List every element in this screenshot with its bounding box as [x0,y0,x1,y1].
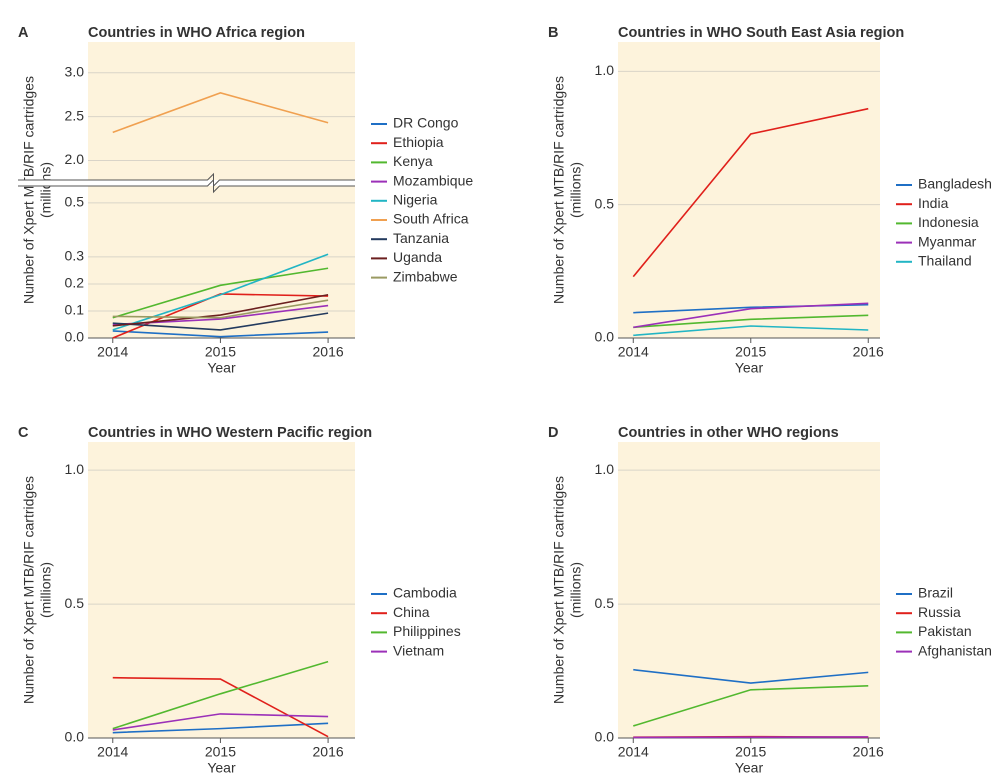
y-axis-label: Number of Xpert MTB/RIF cartridges [551,476,567,704]
panel-label: B [548,25,558,41]
series-line [633,325,869,337]
x-axis-label: Year [735,760,764,776]
y-tick-label: 1.0 [65,461,85,477]
y-tick-label: 0.5 [65,595,85,611]
x-tick-label: 2014 [97,344,128,360]
x-tick-label: 2016 [853,344,884,360]
series-line [112,253,329,331]
panel-label: A [18,25,29,41]
x-tick-label: 2015 [205,344,236,360]
legend-label: Myanmar [918,233,977,249]
legend-label: Kenya [393,153,433,169]
series-line [632,107,869,278]
legend-label: Ethiopia [393,134,444,150]
y-axis-label: (millions) [568,162,584,218]
y-tick-label: 0.0 [595,329,615,345]
x-tick-label: 2016 [313,744,344,760]
y-tick-label: 1.0 [595,62,615,78]
series-line [633,684,869,727]
plot-background [88,442,355,738]
series-line [112,92,329,134]
y-tick-label: 0.1 [65,302,85,318]
x-tick-label: 2014 [97,744,128,760]
series-line [112,330,329,338]
legend-label: Afghanistan [918,642,992,658]
series-line [112,722,329,734]
series-line [112,660,329,730]
panel-label: D [548,425,558,441]
series-line [633,314,869,329]
x-tick-label: 2015 [205,744,236,760]
series-line [633,302,869,329]
legend-label: Brazil [918,585,953,601]
legend-label: Nigeria [393,192,438,208]
y-axis-label: Number of Xpert MTB/RIF cartridges [551,76,567,304]
axis-break-gap [18,180,355,186]
legend-label: Zimbabwe [393,268,458,284]
y-tick-label: 0.0 [65,329,85,345]
chart-title: Countries in WHO Africa region [88,25,305,41]
legend-label: Uganda [393,249,442,265]
legend-label: DR Congo [393,115,459,131]
legend-label: India [918,195,949,211]
y-tick-label: 0.5 [595,195,615,211]
legend-label: Bangladesh [918,176,992,192]
y-tick-label: 0.3 [65,248,85,264]
series-line [112,312,329,331]
x-axis-label: Year [207,360,236,376]
plot-background [618,442,880,738]
legend-label: Indonesia [918,214,979,230]
series-line [112,267,329,319]
chart-title: Countries in WHO Western Pacific region [88,425,372,441]
series-line [112,713,329,731]
y-axis-label: (millions) [38,162,54,218]
legend-label: Vietnam [393,642,444,658]
legend-label: Philippines [393,623,461,639]
x-tick-label: 2014 [618,344,649,360]
plot-background [618,42,880,338]
legend-label: China [393,604,430,620]
x-tick-label: 2015 [735,344,766,360]
legend-label: South Africa [393,211,469,227]
axis-break [18,178,355,194]
y-tick-label: 3.0 [65,63,85,79]
series-line [112,293,329,327]
panel-label: C [18,425,29,441]
series-line [633,668,869,684]
x-axis-label: Year [735,360,764,376]
series-line [633,736,869,739]
series-line [112,299,329,319]
y-axis-label: (millions) [38,562,54,618]
x-tick-label: 2014 [618,744,649,760]
y-tick-label: 2.0 [65,151,85,167]
y-tick-label: 0.0 [65,729,85,745]
x-tick-label: 2016 [853,744,884,760]
y-tick-label: 0.5 [65,194,85,210]
legend-label: Russia [918,604,961,620]
plot-background [88,42,355,338]
legend-label: Mozambique [393,172,473,188]
x-tick-label: 2016 [313,344,344,360]
y-axis-label: (millions) [568,562,584,618]
legend-label: Thailand [918,253,972,269]
y-tick-label: 2.5 [65,107,85,123]
y-tick-label: 0.5 [595,595,615,611]
y-tick-label: 0.0 [595,729,615,745]
legend-label: Pakistan [918,623,972,639]
legend-label: Cambodia [393,585,457,601]
x-tick-label: 2015 [735,744,766,760]
y-axis-label: Number of Xpert MTB/RIF cartridges [21,476,37,704]
series-line [112,676,329,738]
y-axis-label: Number of Xpert MTB/RIF cartridges [21,76,37,304]
y-tick-label: 0.2 [65,275,85,291]
chart-title: Countries in WHO South East Asia region [618,25,904,41]
legend-label: Tanzania [393,230,449,246]
y-tick-label: 1.0 [595,461,615,477]
chart-title: Countries in other WHO regions [618,425,839,441]
x-axis-label: Year [207,760,236,776]
